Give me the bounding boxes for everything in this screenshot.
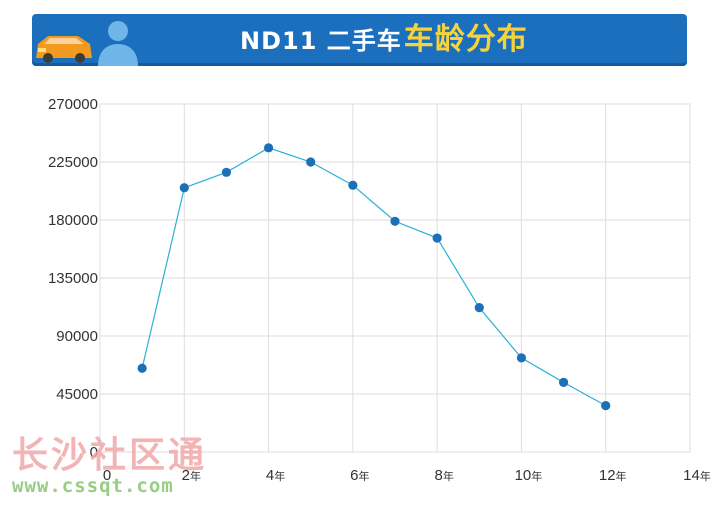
x-tick-unit: 年: [443, 469, 454, 483]
x-tick-unit: 年: [531, 469, 542, 483]
title-banner: ND11 二手车车龄分布: [32, 14, 687, 66]
watermark-url: www.cssqt.com: [12, 475, 174, 497]
data-point: [390, 216, 400, 226]
watermark-name: 长沙社区通: [12, 435, 208, 476]
x-tick-label: 10年: [515, 467, 543, 484]
data-point: [179, 183, 189, 193]
data-point: [348, 180, 358, 190]
x-tick-label: 8年: [434, 467, 453, 484]
title-prefix: ND11 二手车: [240, 27, 402, 55]
data-point: [137, 363, 147, 373]
car-and-user-icon: [36, 21, 138, 66]
chart-title: ND11 二手车车龄分布: [240, 22, 528, 58]
y-tick-label: 0: [90, 444, 98, 461]
x-tick-label: 4年: [266, 467, 285, 484]
data-point: [516, 353, 527, 363]
y-tick-label: 225000: [48, 154, 98, 171]
data-point: [432, 233, 442, 243]
x-tick-label: 12年: [599, 467, 627, 484]
data-point: [221, 167, 232, 177]
y-tick-label: 45000: [56, 386, 98, 403]
data-point: [306, 157, 316, 167]
data-point: [558, 377, 569, 387]
title-highlight: 车龄分布: [403, 22, 528, 57]
x-tick-unit: 年: [190, 469, 201, 483]
x-tick-label: 2年: [182, 467, 201, 484]
x-tick-unit: 年: [616, 469, 627, 483]
y-tick-label: 135000: [48, 270, 98, 287]
series-line: [141, 147, 607, 407]
x-tick-label: 6年: [350, 467, 369, 484]
y-tick-label: 270000: [48, 96, 98, 113]
x-tick-label: 0: [103, 467, 111, 484]
x-tick-unit: 年: [700, 469, 711, 483]
watermark: 长沙社区通 www.cssqt.com: [12, 435, 208, 497]
x-tick-unit: 年: [274, 469, 285, 483]
data-point: [601, 401, 611, 411]
x-tick-unit: 年: [359, 469, 370, 483]
data-point: [474, 303, 484, 313]
y-tick-label: 180000: [48, 212, 98, 229]
y-tick-label: 90000: [56, 328, 98, 345]
x-tick-label: 14年: [683, 467, 711, 484]
data-point: [263, 143, 274, 153]
